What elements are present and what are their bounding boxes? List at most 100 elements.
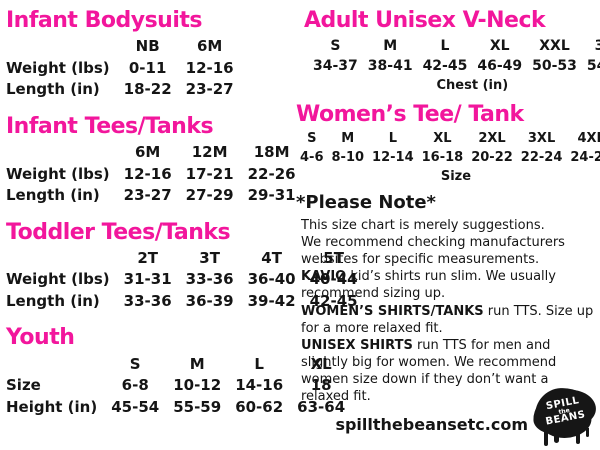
value-cell: 14-16 xyxy=(235,376,284,395)
value-cell: 54-57 xyxy=(586,58,600,75)
table-row: S M L XL 2XL 3XL 4XL xyxy=(296,130,600,149)
column-header-cell: 2XL xyxy=(478,130,506,146)
value-cell: 4-6 xyxy=(300,149,324,165)
note-line: UNISEX SHIRTS run TTS for men and slight… xyxy=(296,337,596,406)
right-column: Adult Unisex V-Neck S M L XL XXL 3XL 34-37 38-4… xyxy=(290,0,600,450)
please-note-title: *Please Note* xyxy=(296,191,436,213)
value-cell: 18-22 xyxy=(123,80,172,99)
value-cell: 18 xyxy=(310,376,332,395)
column-header-cell xyxy=(6,142,117,164)
value-cell: 27-29 xyxy=(185,186,234,205)
column-header-cell: M xyxy=(383,38,398,55)
infant-bodysuits-table: NB 6M Weight (lbs) 0-11 12-16 Length (in) 18-2… xyxy=(6,36,241,101)
value-cell: Height (in) xyxy=(6,397,98,416)
table-row: Height (in) 45-54 55-59 60-62 63-64 xyxy=(6,397,352,419)
column-header-cell: 3XL xyxy=(527,130,556,146)
note-line-emphasis: KAVIO xyxy=(301,269,347,285)
section-infant-tees: Infant Tees/Tanks 6M 12M 18M Weight (lbs) 12… xyxy=(6,113,296,207)
website-text: spillthebeansetc.com xyxy=(335,415,528,434)
value-cell: 46-49 xyxy=(477,58,523,75)
note-line: This size chart is merely suggestions. xyxy=(296,217,596,234)
value-cell: Size xyxy=(6,376,41,395)
note-line: KAVIO kid’s shirts run slim. We usually … xyxy=(296,268,596,302)
note-line-text: This size chart is merely suggestions. xyxy=(301,217,545,233)
table-row: 6M 12M 18M xyxy=(6,142,303,164)
value-cell: 24-26 xyxy=(570,149,600,165)
value-cell: 45-54 xyxy=(111,397,160,416)
section-title-toddler-tees: Toddler Tees/Tanks xyxy=(6,219,231,245)
value-cell: 50-53 xyxy=(532,58,577,75)
value-cell: 6-8 xyxy=(121,376,149,395)
value-cell: 23-27 xyxy=(185,80,234,99)
adult-vneck-table: S M L XL XXL 3XL 34-37 38-41 42-45 46-49 50-53 54-5… xyxy=(308,36,600,76)
column-header-cell: 4XL xyxy=(577,130,600,146)
column-header-cell: 5T xyxy=(323,248,344,267)
infant-tees-table: 6M 12M 18M Weight (lbs) 12-16 17-21 22-26 Lengt… xyxy=(6,142,303,207)
column-header-cell: 4T xyxy=(261,248,282,267)
logo-text: SPILL the BEANS xyxy=(542,395,587,428)
value-cell: 29-31 xyxy=(247,186,296,205)
section-adult-vneck: Adult Unisex V-Neck S M L XL XXL 3XL 34-37 38-4… xyxy=(296,8,600,93)
value-cell: 23-27 xyxy=(123,186,172,205)
value-cell: Length (in) xyxy=(6,80,100,99)
column-header-cell: XL xyxy=(489,38,510,55)
section-toddler-tees: Toddler Tees/Tanks 2T 3T 4T 5T Weight (lbs) 3… xyxy=(6,219,358,313)
toddler-tees-table: 2T 3T 4T 5T Weight (lbs) 31-31 33-36 36-40 40-44… xyxy=(6,248,365,313)
section-infant-bodysuits: Infant Bodysuits NB 6M Weight (lbs) 0-11 12-… xyxy=(6,8,290,101)
column-header-cell: XL xyxy=(310,354,332,373)
value-cell: Length (in) xyxy=(6,291,100,310)
table-row: Weight (lbs) 0-11 12-16 xyxy=(6,58,241,80)
column-header-cell: NB xyxy=(135,37,160,56)
adult-vneck-caption: Chest (in) xyxy=(436,77,509,93)
value-cell: 39-42 xyxy=(247,291,296,310)
value-cell: 22-26 xyxy=(247,164,296,183)
column-header-cell: 6M xyxy=(134,143,161,162)
section-title-infant-bodysuits: Infant Bodysuits xyxy=(6,8,202,33)
column-header-cell: 3T xyxy=(199,248,220,267)
section-title-womens-tee: Women’s Tee/ Tank xyxy=(296,101,524,127)
value-cell: Weight (lbs) xyxy=(6,164,110,183)
note-line: WOMEN’S SHIRTS/TANKS run TTS. Size up fo… xyxy=(296,303,596,337)
note-line-emphasis: UNISEX SHIRTS xyxy=(301,337,413,353)
value-cell: 36-40 xyxy=(247,270,296,289)
logo-paint-drip xyxy=(554,432,559,443)
table-row: S M L XL XXL 3XL xyxy=(308,36,600,56)
value-cell: 8-10 xyxy=(331,149,365,165)
value-cell: 0-11 xyxy=(128,58,167,77)
column-header-cell: S xyxy=(330,38,341,55)
table-row: Length (in) 33-36 36-39 39-42 42-45 xyxy=(6,291,365,313)
value-cell: 38-41 xyxy=(367,58,413,75)
note-line-text: run TTS for men and slightly big for wom… xyxy=(301,337,557,405)
please-note-lines: This size chart is merely suggestions. We… xyxy=(296,217,596,406)
value-cell: 20-22 xyxy=(471,149,513,165)
table-row: 2T 3T 4T 5T xyxy=(6,248,365,270)
note-line: We recommend checking manufacturers webs… xyxy=(296,234,596,268)
value-cell: 12-16 xyxy=(185,58,234,77)
value-cell: 42-45 xyxy=(309,291,358,310)
table-row: 4-6 8-10 12-14 16-18 20-22 22-24 24-26 xyxy=(296,149,600,168)
section-youth: Youth S M L XL Size 6-8 10-12 14-16 18 Height (in… xyxy=(6,325,345,418)
value-cell: 42-45 xyxy=(422,58,468,75)
column-header-cell: XL xyxy=(433,130,452,146)
note-line-text: We recommend checking manufacturers webs… xyxy=(301,234,565,268)
spill-the-beans-logo: SPILL the BEANS xyxy=(532,386,596,448)
table-row: Size 6-8 10-12 14-16 18 xyxy=(6,375,352,397)
column-header-cell: M xyxy=(341,130,355,146)
table-row: S M L XL xyxy=(6,354,352,376)
table-row: Weight (lbs) 31-31 33-36 36-40 40-44 xyxy=(6,269,365,291)
logo-paint-drip xyxy=(576,431,580,444)
column-header-cell xyxy=(6,36,117,58)
column-header-cell: S xyxy=(129,354,141,373)
column-header-cell: 18M xyxy=(253,143,290,162)
table-row: Length (in) 23-27 27-29 29-31 xyxy=(6,185,303,207)
column-header-cell: L xyxy=(440,38,450,55)
value-cell: Weight (lbs) xyxy=(6,270,110,289)
column-header-cell: M xyxy=(189,354,205,373)
section-title-infant-tees: Infant Tees/Tanks xyxy=(6,113,214,139)
table-row: 34-37 38-41 42-45 46-49 50-53 54-57 xyxy=(308,56,600,76)
table-row: Weight (lbs) 12-16 17-21 22-26 xyxy=(6,164,303,186)
column-header-cell: XXL xyxy=(539,38,570,55)
value-cell: 63-64 xyxy=(297,397,346,416)
value-cell: Weight (lbs) xyxy=(6,58,110,77)
logo-paint-drip xyxy=(544,430,548,446)
